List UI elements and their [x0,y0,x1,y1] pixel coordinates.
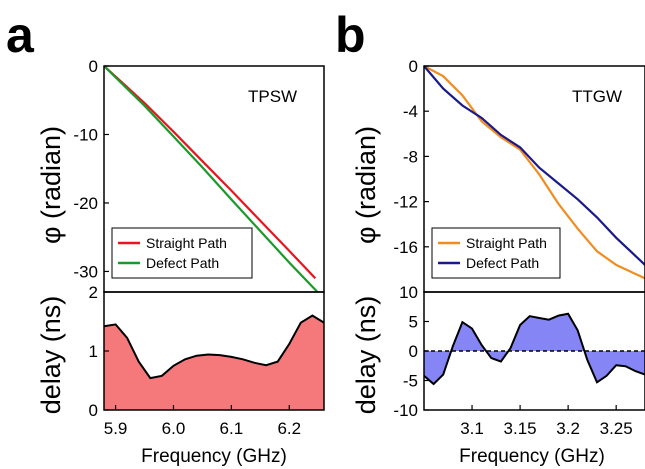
b-bottom-ytick-label: -10 [393,401,418,420]
b-top-ytick-label: 0 [409,57,418,76]
a-bottom-xtick-label: 6.2 [277,419,301,438]
b-bottom-ytick-label: 0 [409,342,418,361]
a-top-series-1-line [104,66,317,280]
a-top-ylabel: φ (radian) [36,126,66,244]
b-top-legend-box [431,227,561,279]
a-top-legend-label-2: Defect Path [146,255,219,271]
a-xlabel: Frequency (GHz) [141,446,287,467]
b-bottom-ytick-label: -5 [403,372,418,391]
b-xlabel: Frequency (GHz) [459,446,605,467]
panel-letter-a: a [6,7,35,63]
a-top-ytick-label: -30 [73,262,98,281]
b-bottom-xtick-label: 3.25 [600,419,633,438]
a-top-legend-label-1: Straight Path [146,235,227,251]
a-bottom-delay-line [104,314,324,380]
b-top-ytick-label: -16 [393,238,418,257]
b-bottom-ytick-label: 5 [409,313,418,332]
a-bottom-xtick-label: 5.9 [104,419,128,438]
a-bottom-xtick-label: 6.1 [220,419,244,438]
b-top-plot: Straight Path Defect Path 0 -4 -8 -12 -16 [393,57,645,293]
b-bottom-plot: -10 -5 0 5 10 3.1 3.15 3.2 3.25 [393,283,645,438]
b-top-series-2-line [424,66,645,266]
a-bottom-ytick-label: 1 [89,342,98,361]
a-bottom-ytick-label: 2 [89,283,98,302]
a-top-plot: Straight Path Defect Path 0 -10 -20 -30 [73,57,325,293]
b-bottom-ylabel: delay (ns) [351,296,381,415]
b-bottom-xtick-label: 3.1 [460,419,484,438]
b-top-legend-label-1: Straight Path [466,235,547,251]
a-inset-label: TPSW [248,87,297,106]
a-top-ytick-label: -10 [73,125,98,144]
a-top-legend-box [111,227,253,279]
b-top-ytick-label: -12 [393,193,418,212]
b-bottom-area-fill [424,313,645,384]
plot-layer: Straight Path Defect Path 0 -10 -20 -30 0 1 2 5.9… [73,57,645,438]
b-bottom-delay-line [424,312,645,386]
b-bottom-ytick-label: 10 [399,283,418,302]
b-top-ytick-label: -4 [403,102,418,121]
a-bottom-ylabel: delay (ns) [36,296,66,415]
a-top-ytick-label: 0 [89,57,98,76]
b-top-ylabel: φ (radian) [351,126,381,244]
a-bottom-plot: 0 1 2 5.9 6.0 6.1 6.2 [89,283,325,438]
b-bottom-xtick-label: 3.15 [504,419,537,438]
b-top-legend-label-2: Defect Path [466,255,539,271]
panel-letter-b: b [335,7,366,63]
a-bottom-area-fill [104,315,324,410]
b-inset-label: TTGW [572,87,622,106]
a-top-ytick-label: -20 [73,194,98,213]
b-top-series-1-line [424,66,645,280]
a-bottom-ytick-label: 0 [89,401,98,420]
a-bottom-xtick-label: 6.0 [162,419,186,438]
a-top-series-2-line [104,66,320,292]
b-bottom-xtick-label: 3.2 [556,419,580,438]
b-top-ytick-label: -8 [403,147,418,166]
